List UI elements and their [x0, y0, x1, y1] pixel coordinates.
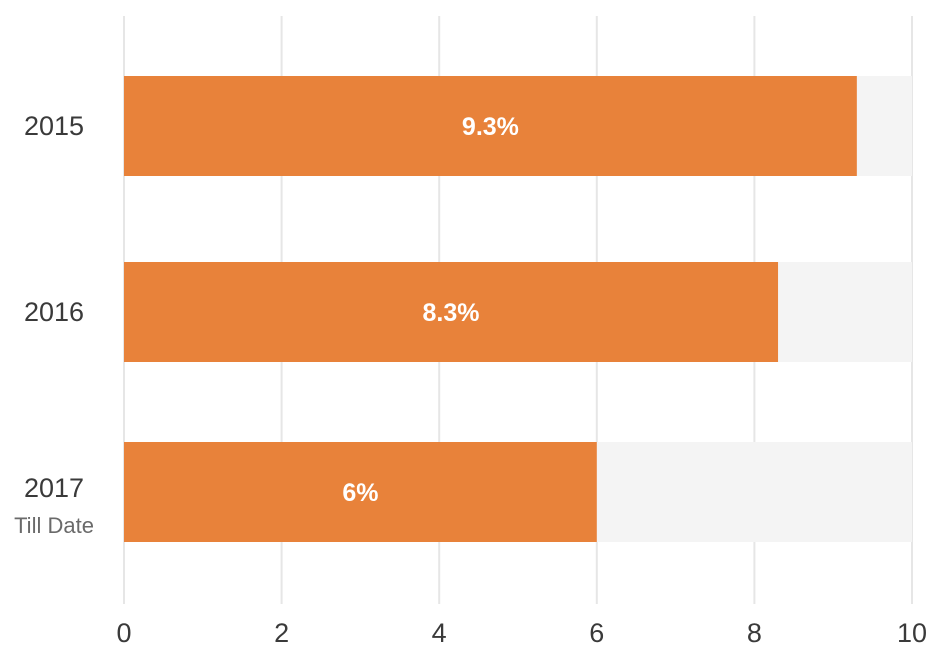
x-tick-label-4: 4: [432, 618, 447, 648]
bar-2015: [124, 76, 857, 176]
category-labels: 2015 2016 2017 Till Date: [14, 111, 94, 538]
x-tick-label-2: 2: [274, 618, 289, 648]
data-label-2016: 8.3%: [423, 299, 480, 327]
bar-2017: [124, 442, 597, 542]
data-labels: 9.3% 8.3% 6%: [342, 113, 519, 507]
x-tick-label-6: 6: [589, 618, 604, 648]
category-sublabel-2017: Till Date: [14, 513, 94, 538]
bars: [124, 76, 857, 542]
category-label-2017: 2017: [24, 473, 84, 503]
x-tick-label-0: 0: [116, 618, 131, 648]
data-label-2015: 9.3%: [462, 113, 519, 141]
category-label-2015: 2015: [24, 111, 84, 141]
bar-2016: [124, 262, 779, 362]
category-label-2016: 2016: [24, 297, 84, 327]
x-tick-label-8: 8: [747, 618, 762, 648]
x-tick-label-10: 10: [897, 618, 927, 648]
data-label-2017: 6%: [342, 479, 378, 507]
x-axis-tick-labels: 0 2 4 6 8 10: [116, 618, 927, 648]
